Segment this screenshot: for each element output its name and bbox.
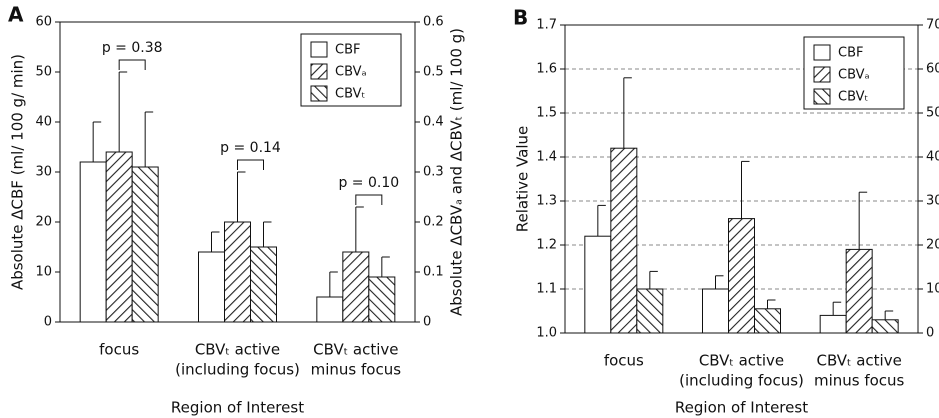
bar <box>728 218 755 334</box>
y-tick-label: 1.4 <box>536 150 557 165</box>
y2-tick-label: 20 <box>926 238 939 253</box>
x-tick-label: CBVₜ active <box>699 352 784 370</box>
legend-label: CBVₐ <box>335 65 367 80</box>
legend-label: CBVₜ <box>838 90 868 105</box>
panel-label: A <box>8 3 24 27</box>
chart-panel: A 0 10 20 30 40 50 60 0 0.1 0.2 0.3 0.4 0.5 0.6 Absolut… <box>8 3 466 417</box>
y2-tick-label: 0.2 <box>423 215 444 230</box>
bar <box>871 319 899 334</box>
annotation: p = 0.38 <box>102 40 163 56</box>
annotation: p = 0.14 <box>220 140 281 156</box>
legend-swatch <box>310 63 328 80</box>
y2-tick-label: 70 <box>926 18 939 33</box>
legend-swatch <box>813 66 831 83</box>
chart-panel: B 1.0 1.1 1.2 1.3 1.4 1.5 1.6 1.7 0 10 20 30 40 50 60 70… <box>513 6 939 417</box>
bar <box>105 151 133 323</box>
bar <box>754 308 781 334</box>
legend-swatch <box>813 88 831 105</box>
x-tick-label: focus <box>99 341 139 359</box>
legend-label: CBF <box>838 46 863 61</box>
y-tick-label: 1.7 <box>536 18 557 33</box>
x-tick-label: minus focus <box>814 372 905 390</box>
legend-label: CBVₐ <box>838 68 870 83</box>
y-tick-label: 50 <box>35 65 52 80</box>
bar <box>342 251 370 323</box>
y2-tick-label: 0.5 <box>423 65 444 80</box>
bar <box>250 246 277 323</box>
y2-tick-label: 10 <box>926 282 939 297</box>
y-tick-label: 1.0 <box>536 326 557 341</box>
y2-tick-label: 0.4 <box>423 115 444 130</box>
y-tick-label: 1.3 <box>536 194 557 209</box>
x-tick-label: minus focus <box>311 361 402 379</box>
bar <box>79 161 107 323</box>
bar <box>316 296 344 323</box>
significance-bracket <box>237 159 264 170</box>
bar <box>584 235 612 334</box>
x-axis-label: Region of Interest <box>675 399 808 417</box>
y2-axis-label: Absolute ΔCBVₐ and ΔCBVₜ (ml/ 100 g) <box>448 28 466 316</box>
y-axis-label: Relative Value <box>514 126 532 232</box>
y2-tick-label: 0.1 <box>423 265 444 280</box>
y2-tick-label: 0.6 <box>423 15 444 30</box>
annotation: p = 0.10 <box>338 175 399 191</box>
bar <box>368 276 396 323</box>
x-axis-label: Region of Interest <box>171 399 304 417</box>
y-tick-label: 0 <box>44 315 52 330</box>
y-tick-label: 40 <box>35 115 52 130</box>
y2-tick-label: 0 <box>423 315 431 330</box>
y-tick-label: 60 <box>35 15 52 30</box>
x-tick-label: CBVₜ active <box>313 341 398 359</box>
y2-tick-label: 60 <box>926 62 939 77</box>
bar <box>702 288 729 334</box>
y-tick-label: 30 <box>35 165 52 180</box>
legend-label: CBVₜ <box>335 87 365 102</box>
y-tick-label: 10 <box>35 265 52 280</box>
y-tick-label: 1.5 <box>536 106 557 121</box>
y-tick-label: 20 <box>35 215 52 230</box>
y2-tick-label: 0.3 <box>423 165 444 180</box>
y2-tick-label: 50 <box>926 106 939 121</box>
significance-bracket <box>118 59 146 70</box>
bar <box>610 147 638 334</box>
bar <box>819 314 847 334</box>
panel-label: B <box>513 6 528 30</box>
y2-tick-label: 0 <box>926 326 934 341</box>
x-tick-label: focus <box>604 352 644 370</box>
legend-swatch <box>813 44 831 61</box>
bar <box>198 251 225 323</box>
legend-label: CBF <box>335 43 360 58</box>
y-tick-label: 1.6 <box>536 62 557 77</box>
x-tick-label: (including focus) <box>175 361 300 379</box>
x-tick-label: (including focus) <box>679 372 804 390</box>
x-tick-label: CBVₜ active <box>195 341 280 359</box>
y2-tick-label: 30 <box>926 194 939 209</box>
bar <box>131 166 159 323</box>
bar <box>636 288 664 334</box>
y-tick-label: 1.1 <box>536 282 557 297</box>
significance-bracket <box>355 194 383 205</box>
legend-swatch <box>310 85 328 102</box>
bar <box>224 221 251 323</box>
legend-swatch <box>310 41 328 58</box>
y-axis-label: Absolute ΔCBF (ml/ 100 g/ min) <box>9 54 27 290</box>
y2-tick-label: 40 <box>926 150 939 165</box>
x-tick-label: CBVₜ active <box>816 352 901 370</box>
bar <box>845 248 873 334</box>
y-tick-label: 1.2 <box>536 238 557 253</box>
